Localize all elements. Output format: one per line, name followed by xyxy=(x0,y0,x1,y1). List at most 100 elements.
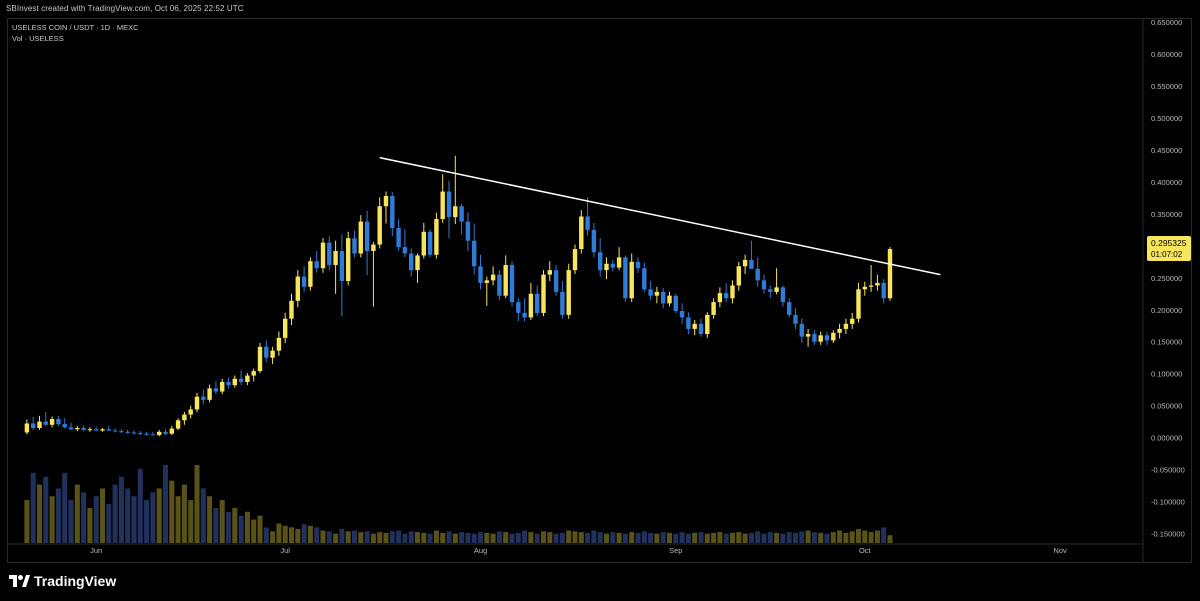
candle xyxy=(421,222,427,259)
volume-layer xyxy=(24,465,893,543)
y-tick-label: -0.150000 xyxy=(1151,529,1185,538)
candle xyxy=(730,280,735,304)
candle-body xyxy=(106,429,112,431)
volume-bar xyxy=(339,528,345,543)
volume-bar xyxy=(729,532,736,543)
trendline[interactable] xyxy=(379,156,941,276)
candle-body xyxy=(314,261,319,269)
candle xyxy=(264,340,269,363)
candle xyxy=(698,318,704,337)
volume-bar xyxy=(616,532,622,543)
candle-body xyxy=(604,263,609,271)
x-tick-label: Sep xyxy=(669,546,682,555)
candle xyxy=(270,346,275,365)
candle-body xyxy=(673,295,679,312)
candle xyxy=(245,373,250,386)
candle-body xyxy=(522,312,527,318)
candle xyxy=(169,426,175,436)
candle xyxy=(434,212,439,259)
volume-bar xyxy=(660,532,666,543)
candle-body xyxy=(377,206,382,245)
candle xyxy=(610,259,616,272)
candle-body xyxy=(868,285,874,287)
candle-body xyxy=(465,221,471,241)
candle-body xyxy=(383,196,389,207)
candle-body xyxy=(112,430,118,432)
volume-bar xyxy=(36,484,43,543)
tradingview-logo[interactable]: TradingView xyxy=(8,573,116,589)
candle xyxy=(24,419,30,435)
volume-bar xyxy=(150,492,156,543)
volume-bar xyxy=(270,531,276,543)
volume-bar xyxy=(213,507,219,543)
candle xyxy=(875,274,880,291)
volume-bar xyxy=(257,515,263,543)
candle-body xyxy=(459,206,464,222)
candle-body xyxy=(43,421,49,425)
volume-bar xyxy=(118,476,124,543)
candle xyxy=(301,266,307,292)
candle-body xyxy=(686,317,691,329)
candle-body xyxy=(516,302,521,313)
candle xyxy=(786,298,792,318)
price-tag: 0.295325 01:07:02 xyxy=(1147,236,1191,261)
volume-legend[interactable]: Vol · USELESS xyxy=(12,34,64,43)
candle-body xyxy=(768,289,773,292)
candle-body xyxy=(87,429,93,431)
volume-bar xyxy=(641,531,647,543)
candle-body xyxy=(560,291,565,315)
trendline-layer xyxy=(379,156,941,276)
candle-body xyxy=(37,421,42,428)
volume-bar xyxy=(207,496,213,543)
candle xyxy=(572,244,578,274)
candle xyxy=(100,427,105,432)
candle xyxy=(566,263,571,319)
candle-body xyxy=(635,261,641,269)
candle-body xyxy=(194,396,200,410)
candle xyxy=(623,255,628,303)
candle xyxy=(541,270,546,317)
volume-bar xyxy=(559,532,565,543)
volume-bar xyxy=(24,500,30,543)
volume-bar xyxy=(692,532,698,543)
candle-body xyxy=(786,302,792,315)
candle-body xyxy=(301,276,307,287)
candle xyxy=(213,381,219,395)
y-tick-label: 0.600000 xyxy=(1151,50,1182,59)
candle xyxy=(62,418,67,429)
y-tick-label: -0.100000 xyxy=(1151,497,1185,506)
candle-body xyxy=(503,265,508,296)
candle xyxy=(843,318,849,335)
symbol-legend[interactable]: USELESS COIN / USDT · 1D · MEXC xyxy=(12,23,139,32)
footer xyxy=(0,563,1200,601)
volume-bar xyxy=(685,533,691,543)
volume-bar xyxy=(666,532,673,543)
y-tick-label: 0.250000 xyxy=(1151,274,1182,283)
candle-body xyxy=(182,414,187,421)
candle xyxy=(320,238,326,273)
candle-body xyxy=(831,332,836,341)
volume-bar xyxy=(824,533,830,543)
candle-body xyxy=(295,276,301,301)
candle xyxy=(112,428,118,433)
candle-body xyxy=(579,216,584,250)
candle xyxy=(371,242,376,307)
candle-body xyxy=(207,388,212,400)
candle xyxy=(43,412,49,427)
volume-bar xyxy=(396,530,402,543)
header-text: SBInvest created with TradingView.com, O… xyxy=(6,4,244,13)
candle-body xyxy=(434,219,439,255)
candle-body xyxy=(692,323,697,329)
volume-bar xyxy=(87,507,93,543)
volume-bar xyxy=(295,528,301,543)
volume-bar xyxy=(370,533,376,543)
brand-name: TradingView xyxy=(34,573,117,589)
volume-bar xyxy=(465,532,471,543)
candle xyxy=(125,429,130,434)
candle xyxy=(824,332,830,345)
y-tick-label: 0.500000 xyxy=(1151,114,1182,123)
candle xyxy=(887,247,893,301)
candle xyxy=(75,426,80,432)
candle xyxy=(402,229,408,258)
